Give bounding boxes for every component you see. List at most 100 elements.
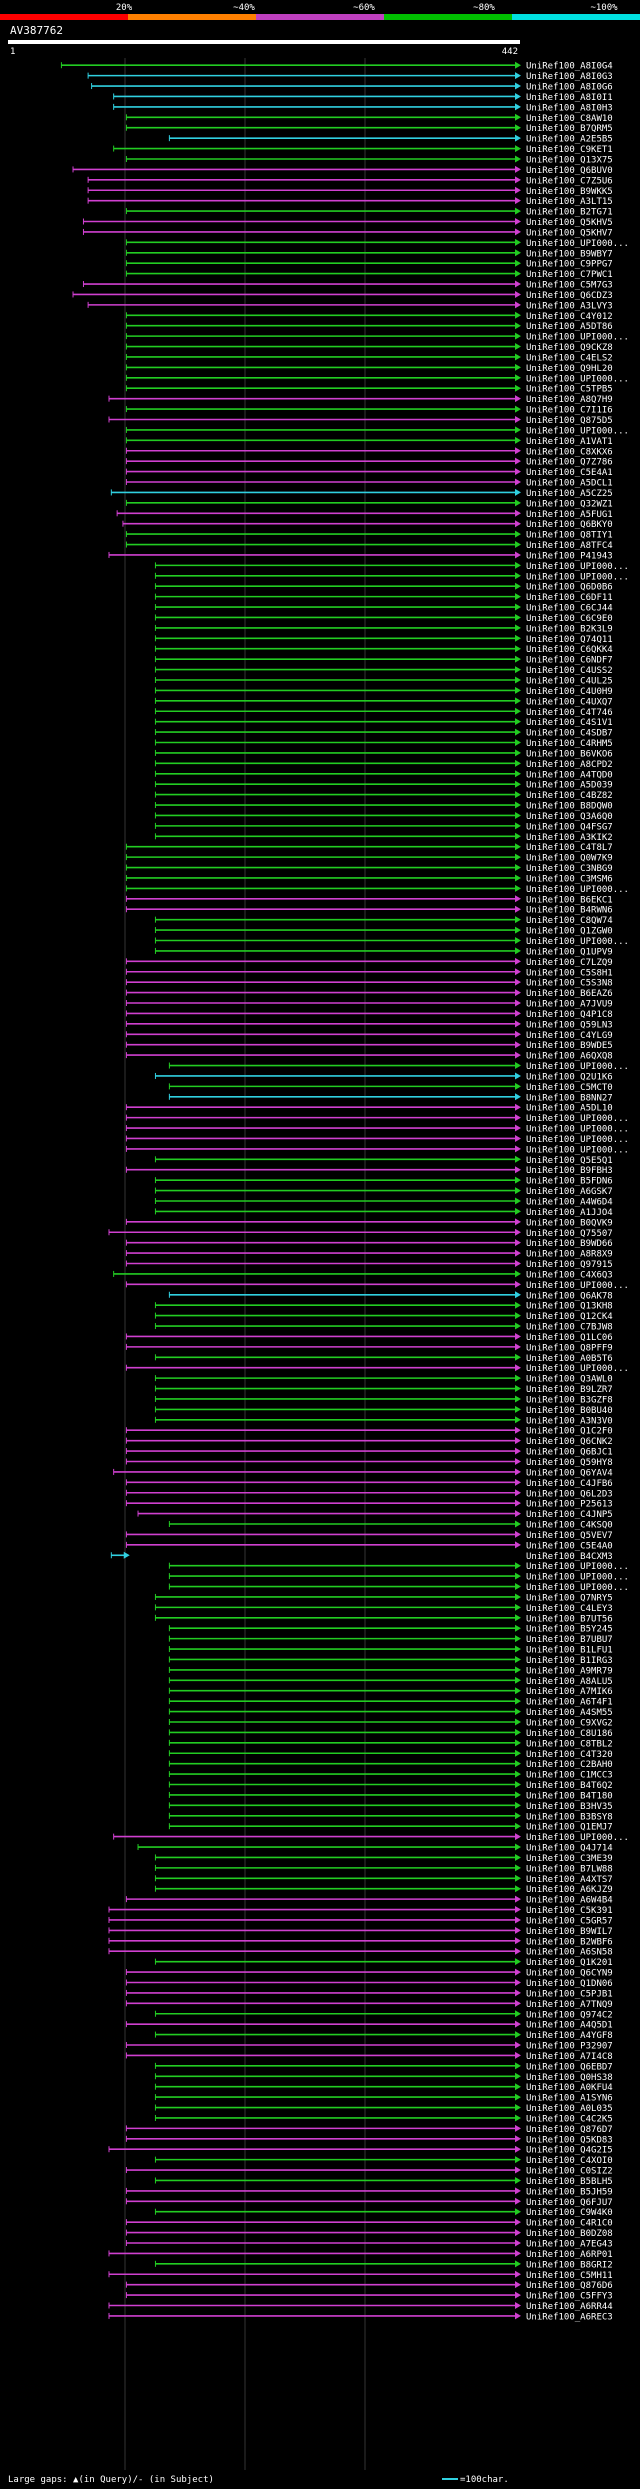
hit-arrow	[515, 1145, 521, 1153]
hit-arrow	[515, 582, 521, 590]
hit-arrow	[515, 2291, 521, 2299]
hit-arrow	[515, 61, 521, 69]
hit-label: UniRef100_Q59HY8	[526, 1458, 613, 1468]
hit-arrow	[515, 2260, 521, 2268]
chart-title: AV387762	[10, 24, 63, 37]
hit-label: UniRef100_A0L035	[526, 2104, 613, 2114]
hit-label: UniRef100_A6REC3	[526, 2312, 613, 2322]
hit-label: UniRef100_Q32WZ1	[526, 499, 613, 509]
hit-label: UniRef100_A6GSK7	[526, 1187, 613, 1197]
hit-arrow	[515, 1468, 521, 1476]
hit-arrow	[515, 541, 521, 549]
hit-arrow	[515, 1405, 521, 1413]
hit-arrow	[515, 1218, 521, 1226]
hit-label: UniRef100_C4S1V1	[526, 718, 613, 728]
hit-arrow	[515, 2229, 521, 2237]
hit-arrow	[515, 1332, 521, 1340]
hit-label: UniRef100_Q59LN3	[526, 1020, 613, 1030]
footer-scale-label: =100char.	[460, 2475, 509, 2485]
hit-arrow	[515, 2083, 521, 2091]
hit-arrow	[515, 1457, 521, 1465]
hit-arrow	[515, 1947, 521, 1955]
hit-label: UniRef100_B0QVK9	[526, 1218, 613, 1228]
hit-arrow	[515, 1645, 521, 1653]
hit-label: UniRef100_A4TQD0	[526, 770, 613, 780]
hit-label: UniRef100_C4ELS2	[526, 353, 613, 363]
hit-label: UniRef100_UPI000...	[526, 239, 629, 249]
hit-label: UniRef100_B7UT56	[526, 1614, 613, 1624]
hit-label: UniRef100_B9FBH3	[526, 1166, 613, 1176]
hit-arrow	[515, 1489, 521, 1497]
hit-label: UniRef100_A4Q5D1	[526, 2021, 613, 2031]
hit-label: UniRef100_C3MSM6	[526, 874, 613, 884]
hit-label: UniRef100_Q7Z786	[526, 458, 613, 468]
hit-label: UniRef100_C4JFB6	[526, 1479, 613, 1489]
hit-label: UniRef100_B3BSY8	[526, 1812, 613, 1822]
footer-gap-legend: Large gaps: ▲(in Query)/- (in Subject)	[8, 2475, 214, 2485]
hit-arrow	[515, 322, 521, 330]
hit-label: UniRef100_C5S8H1	[526, 968, 613, 978]
hit-label: UniRef100_Q13KH8	[526, 1302, 613, 1312]
hit-arrow	[515, 280, 521, 288]
hit-label: UniRef100_A8I0G4	[526, 62, 613, 72]
hit-label: UniRef100_Q6BJC1	[526, 1448, 613, 1458]
hit-label: UniRef100_C4U0H9	[526, 687, 613, 697]
hit-arrow	[515, 1968, 521, 1976]
hit-arrow	[515, 447, 521, 455]
hit-rows: UniRef100_A8I0G4UniRef100_A8I0G3UniRef10…	[60, 61, 629, 2322]
hit-arrow	[515, 1187, 521, 1195]
hit-arrow	[515, 593, 521, 601]
hit-label: UniRef100_B0BU40	[526, 1406, 613, 1416]
hit-arrow	[515, 916, 521, 924]
hit-arrow	[515, 1572, 521, 1580]
hit-arrow	[515, 2249, 521, 2257]
hit-arrow	[515, 1624, 521, 1632]
hit-label: UniRef100_A4XTS7	[526, 1875, 613, 1885]
hit-label: UniRef100_Q5KHV5	[526, 218, 613, 228]
scale-segment	[512, 14, 640, 20]
hit-arrow	[515, 2270, 521, 2278]
hit-label: UniRef100_A7EG43	[526, 2239, 613, 2249]
hit-label: UniRef100_Q1C2F0	[526, 1427, 613, 1437]
scale-label: ~60%	[353, 3, 375, 13]
hit-label: UniRef100_C8QW74	[526, 916, 613, 926]
hit-arrow	[515, 218, 521, 226]
hit-arrow	[515, 686, 521, 694]
hit-label: UniRef100_B8DQW0	[526, 802, 613, 812]
hit-arrow	[515, 1666, 521, 1674]
hit-label: UniRef100_C4YLG9	[526, 1031, 613, 1041]
hit-arrow	[515, 728, 521, 736]
hit-label: UniRef100_Q6BUV0	[526, 166, 613, 176]
ruler-bar	[8, 40, 520, 44]
hit-arrow	[515, 1082, 521, 1090]
hit-label: UniRef100_Q1ZGW0	[526, 927, 613, 937]
hit-arrow	[515, 1051, 521, 1059]
hit-arrow	[515, 2156, 521, 2164]
hit-label: UniRef100_B1IRG3	[526, 1656, 613, 1666]
hit-label: UniRef100_C7BJW8	[526, 1323, 613, 1333]
hit-label: UniRef100_Q6CYN9	[526, 1969, 613, 1979]
hit-arrow	[515, 1280, 521, 1288]
hit-label: UniRef100_C7Z5U6	[526, 176, 613, 186]
hit-arrow	[515, 1166, 521, 1174]
hit-label: UniRef100_B9LZR7	[526, 1385, 613, 1395]
hit-label: UniRef100_A5CZ25	[526, 489, 613, 499]
hit-arrow	[515, 947, 521, 955]
scale-label: ~40%	[233, 3, 255, 13]
hit-label: UniRef100_B8NN27	[526, 1093, 613, 1103]
hit-arrow	[515, 311, 521, 319]
hit-label: UniRef100_C4KSQ0	[526, 1521, 613, 1531]
hit-arrow	[515, 1020, 521, 1028]
hit-arrow	[515, 520, 521, 528]
hit-arrow	[515, 332, 521, 340]
hit-label: UniRef100_A3KIK2	[526, 833, 613, 843]
scale-segment	[0, 14, 128, 20]
hit-arrow	[515, 426, 521, 434]
hit-label: UniRef100_C5GR57	[526, 1916, 613, 1926]
hit-label: UniRef100_Q5KD83	[526, 2135, 613, 2145]
hit-label: UniRef100_UPI000...	[526, 1135, 629, 1145]
hit-label: UniRef100_Q0HS38	[526, 2073, 613, 2083]
hit-arrow	[515, 2031, 521, 2039]
hit-label: UniRef100_Q6EBD7	[526, 2062, 613, 2072]
hit-label: UniRef100_Q75507	[526, 1229, 613, 1239]
